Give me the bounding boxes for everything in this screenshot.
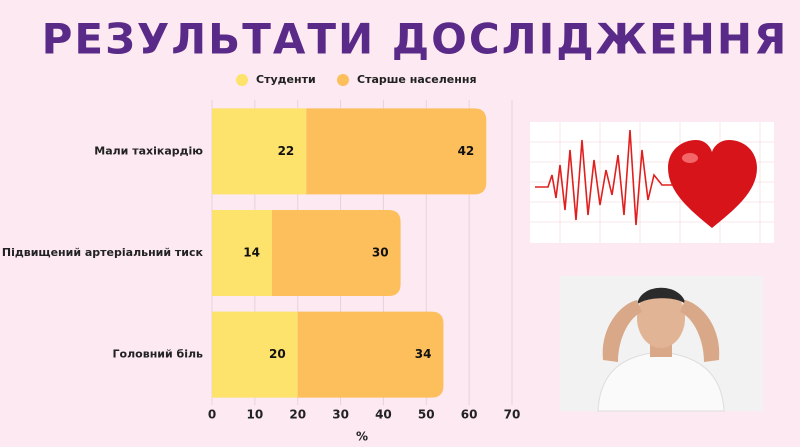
headache-image — [560, 276, 763, 412]
bar-segment — [212, 311, 298, 398]
y-tick-label: Головний біль — [113, 348, 203, 361]
x-tick-label: 70 — [504, 408, 521, 422]
bar-segment — [306, 108, 487, 195]
legend-label: Студенти — [256, 73, 316, 86]
bar-segment — [212, 108, 307, 195]
bar-segment — [212, 210, 272, 296]
x-tick-label: 60 — [461, 408, 478, 422]
legend-marker — [236, 74, 248, 86]
legend-label: Старше населення — [357, 73, 477, 86]
x-tick-label: 20 — [289, 408, 306, 422]
value-label: 20 — [269, 347, 286, 361]
x-tick-label: 50 — [418, 408, 435, 422]
bar-segment — [272, 210, 401, 296]
x-tick-label: 10 — [247, 408, 264, 422]
value-label: 30 — [372, 246, 389, 260]
value-label: 42 — [458, 144, 475, 158]
legend-marker — [337, 74, 349, 86]
chart-title: РЕЗУЛЬТАТИ ДОСЛІДЖЕННЯ — [42, 15, 789, 64]
value-label: 34 — [415, 347, 432, 361]
bar-segment — [297, 311, 444, 398]
value-label: 22 — [278, 144, 295, 158]
y-tick-label: Мали тахікардію — [94, 144, 203, 157]
x-tick-label: 30 — [332, 408, 349, 422]
y-tick-label: Підвищений артеріальний тиск — [2, 246, 204, 259]
x-tick-label: 40 — [375, 408, 392, 422]
value-label: 14 — [243, 246, 260, 260]
heart-image — [530, 122, 774, 243]
x-axis-label: % — [356, 430, 368, 444]
x-tick-label: 0 — [208, 408, 216, 422]
